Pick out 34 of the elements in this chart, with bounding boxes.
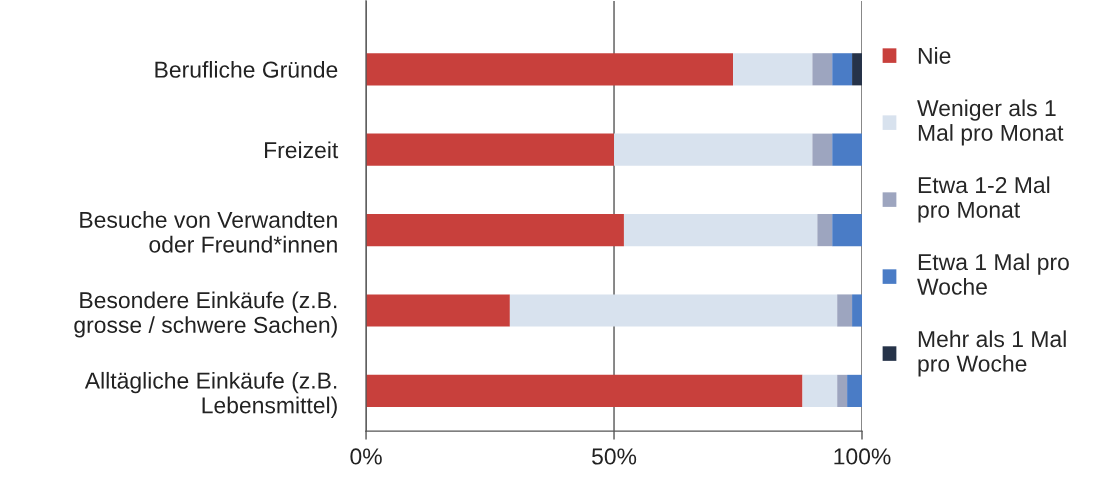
bar — [366, 294, 510, 327]
bar — [837, 374, 848, 407]
bar — [802, 374, 838, 407]
bar — [812, 53, 833, 86]
bar — [832, 133, 862, 166]
y-tick-label: Alltägliche Einkäufe (z.B. Lebensmittel) — [84, 371, 337, 418]
bar — [509, 294, 838, 327]
y-tick-label: Besondere Einkäufe (z.B. grosse / schwere Sachen) — [74, 291, 337, 338]
bar — [832, 53, 853, 86]
bar — [366, 133, 615, 166]
legend-label: Nie — [918, 47, 951, 64]
bar — [366, 214, 624, 247]
legend-label: Etwa 1 Mal pro Woche — [917, 253, 1069, 295]
bar — [817, 214, 833, 247]
legend-label: Weniger als 1 Mal pro Monat — [917, 99, 1064, 146]
y-tick-label: Freizeit — [265, 141, 339, 159]
bar — [847, 374, 862, 407]
y-tick-label: Besuche von Verwandten oder Freund*innen — [80, 211, 337, 253]
bar — [366, 374, 803, 407]
bar — [832, 214, 862, 247]
x-tick-label: 100% — [834, 448, 891, 465]
legend-label: Etwa 1-2 Mal pro Monat — [918, 176, 1050, 223]
x-tick-label: 50% — [592, 448, 637, 465]
bar — [852, 53, 862, 86]
bar — [837, 294, 853, 327]
bar — [614, 133, 813, 166]
bar — [623, 214, 818, 247]
x-tick-label: 0% — [350, 448, 382, 465]
bar — [852, 294, 862, 327]
legend-label: Mehr als 1 Mal pro Woche — [918, 330, 1066, 377]
bar — [733, 53, 813, 86]
y-tick-label: Berufliche Gründe — [155, 60, 338, 78]
bar — [812, 133, 833, 166]
bar — [366, 53, 734, 86]
